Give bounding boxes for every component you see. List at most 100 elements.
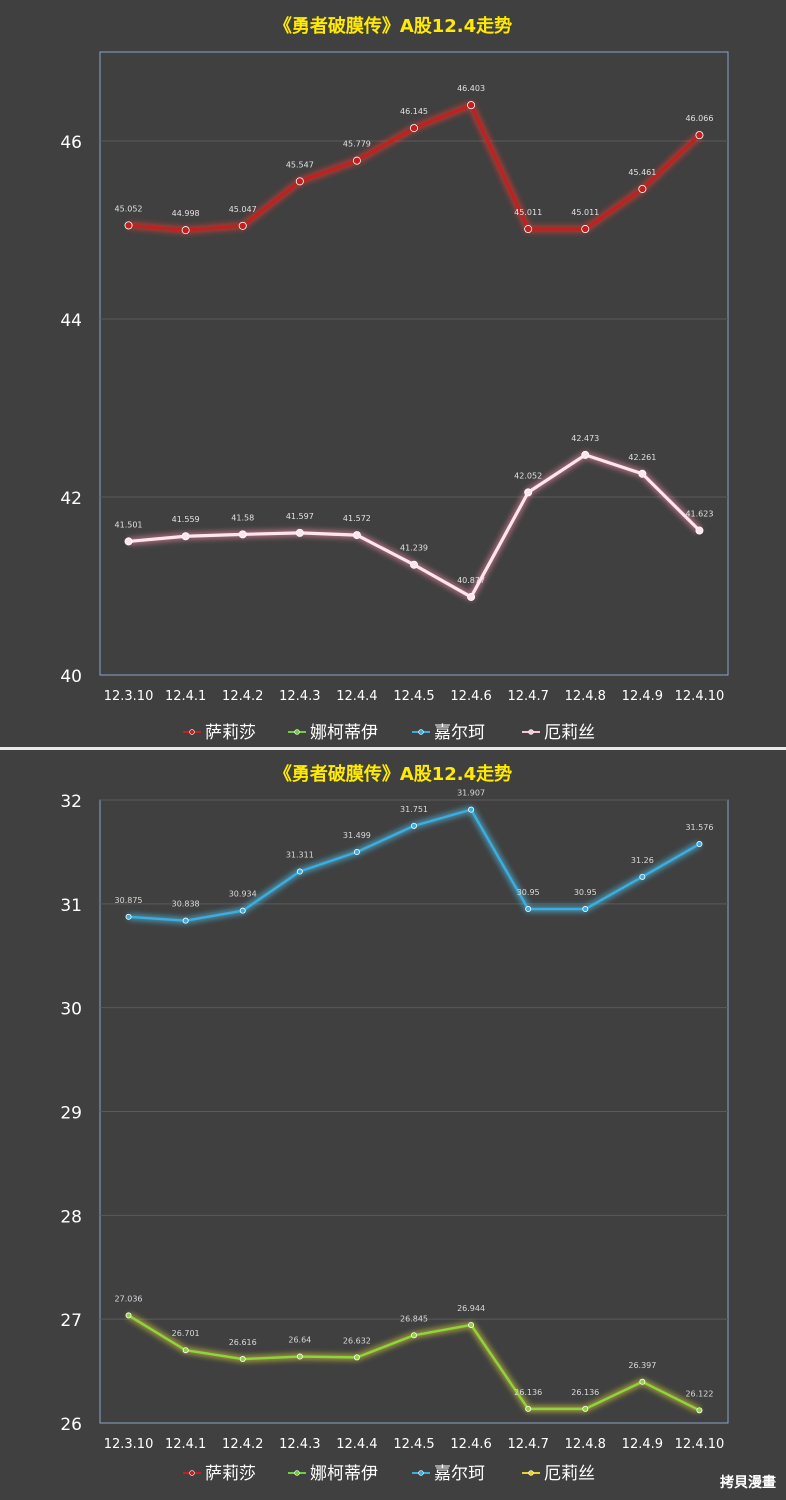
data-label: 31.311 bbox=[286, 851, 314, 860]
data-point bbox=[696, 841, 703, 848]
chart-title: 《勇者破膜传》A股12.4走势 bbox=[274, 763, 512, 785]
x-tick-label: 12.3.10 bbox=[104, 689, 154, 704]
data-point bbox=[639, 873, 646, 880]
data-label: 26.701 bbox=[172, 1329, 200, 1338]
data-label: 44.998 bbox=[172, 209, 200, 218]
legend-label: 萨莉莎 bbox=[205, 1464, 256, 1484]
data-point bbox=[582, 906, 589, 913]
data-label: 26.136 bbox=[514, 1388, 542, 1397]
data-label: 45.047 bbox=[229, 205, 257, 214]
data-point bbox=[581, 450, 590, 459]
x-tick-label: 12.4.3 bbox=[279, 689, 320, 704]
data-label: 45.011 bbox=[514, 208, 542, 217]
data-label: 26.64 bbox=[288, 1336, 311, 1345]
data-label: 41.559 bbox=[172, 515, 200, 524]
data-point bbox=[409, 124, 418, 133]
data-point bbox=[410, 822, 417, 829]
x-tick-label: 12.4.9 bbox=[622, 689, 663, 704]
series-glow bbox=[128, 101, 702, 234]
y-tick-label: 44 bbox=[60, 311, 82, 331]
data-point bbox=[239, 907, 246, 914]
legend-label: 娜柯蒂伊 bbox=[310, 1464, 378, 1484]
data-label: 41.239 bbox=[400, 544, 428, 553]
series-2: 41.501 41.559 41.58 41.597 41.572 41.239 40.87… bbox=[115, 434, 713, 601]
data-label: 31.499 bbox=[343, 831, 371, 840]
data-point bbox=[353, 849, 360, 856]
x-tick-label: 12.4.9 bbox=[622, 1437, 663, 1452]
legend-marker bbox=[528, 1470, 534, 1476]
data-label: 31.751 bbox=[400, 805, 428, 814]
data-label: 45.011 bbox=[571, 208, 599, 217]
data-point bbox=[181, 226, 190, 235]
x-tick-label: 12.4.10 bbox=[675, 1437, 725, 1452]
data-point bbox=[125, 1312, 132, 1319]
data-point bbox=[468, 806, 475, 813]
data-label: 30.934 bbox=[229, 890, 257, 899]
y-tick-label: 46 bbox=[60, 133, 82, 153]
data-point bbox=[182, 1347, 189, 1354]
data-label: 26.136 bbox=[571, 1388, 599, 1397]
data-label: 42.261 bbox=[628, 453, 656, 462]
data-label: 46.403 bbox=[457, 84, 485, 93]
x-tick-label: 12.4.1 bbox=[165, 689, 206, 704]
x-tick-label: 12.4.6 bbox=[450, 689, 491, 704]
data-label: 26.845 bbox=[400, 1314, 428, 1323]
legend-label: 厄莉丝 bbox=[544, 723, 595, 743]
data-point bbox=[409, 560, 418, 569]
legend-marker bbox=[528, 729, 534, 735]
x-tick-label: 12.4.2 bbox=[222, 689, 263, 704]
x-tick-label: 12.4.3 bbox=[279, 1437, 320, 1452]
data-point bbox=[639, 1378, 646, 1385]
legend-marker bbox=[418, 729, 424, 735]
x-tick-label: 12.4.8 bbox=[565, 1437, 606, 1452]
legend-marker bbox=[189, 729, 195, 735]
data-label: 45.779 bbox=[343, 140, 371, 149]
y-tick-label: 42 bbox=[60, 489, 82, 509]
data-label: 45.461 bbox=[628, 168, 656, 177]
data-label: 41.597 bbox=[286, 512, 314, 521]
x-tick-label: 12.4.10 bbox=[675, 689, 725, 704]
data-point bbox=[239, 1356, 246, 1363]
data-point bbox=[525, 1405, 532, 1412]
data-point bbox=[638, 469, 647, 478]
legend-label: 厄莉丝 bbox=[544, 1464, 595, 1484]
chart-bottom-svg: 《勇者破膜传》A股12.4走势 26 27 28 29 30 31 32 12.3.10 12.4… bbox=[60, 763, 729, 1484]
x-tick-label: 12.4.4 bbox=[336, 1437, 377, 1452]
chart-top: 《勇者破膜传》A股12.4走势 40 42 44 46 12.3.10 12.4.1 12.4… bbox=[0, 0, 786, 748]
x-tick-label: 12.4.1 bbox=[165, 1437, 206, 1452]
data-point bbox=[352, 531, 361, 540]
y-tick-label: 31 bbox=[60, 896, 82, 916]
data-point bbox=[352, 156, 361, 165]
legend-label: 嘉尔珂 bbox=[434, 1464, 485, 1484]
legend-marker bbox=[189, 1470, 195, 1476]
data-point bbox=[125, 913, 132, 920]
data-point bbox=[524, 488, 533, 497]
data-label: 41.623 bbox=[685, 510, 713, 519]
data-label: 45.052 bbox=[115, 204, 143, 213]
x-tick-label: 12.3.10 bbox=[104, 1437, 154, 1452]
data-point bbox=[410, 1332, 417, 1339]
data-point bbox=[582, 1405, 589, 1412]
data-label: 46.145 bbox=[400, 107, 428, 116]
series-line bbox=[128, 453, 701, 599]
watermark-text: 拷貝漫畫 bbox=[720, 1475, 776, 1491]
legend-label: 娜柯蒂伊 bbox=[310, 723, 378, 743]
legend-marker bbox=[294, 729, 300, 735]
data-point bbox=[467, 592, 476, 601]
data-point bbox=[695, 131, 704, 140]
y-tick-label: 32 bbox=[60, 792, 82, 812]
data-point bbox=[696, 1407, 703, 1414]
data-label: 41.501 bbox=[115, 520, 143, 529]
data-label: 26.616 bbox=[229, 1338, 257, 1347]
x-tick-label: 12.4.5 bbox=[393, 1437, 434, 1452]
y-tick-label: 30 bbox=[60, 1000, 82, 1020]
data-label: 30.838 bbox=[172, 900, 200, 909]
plot-area bbox=[99, 51, 729, 676]
series-2: 27.036 26.701 26.616 26.64 26.632 26.845 26.94… bbox=[115, 1294, 713, 1414]
chart-title: 《勇者破膜传》A股12.4走势 bbox=[274, 15, 512, 37]
data-point bbox=[296, 1353, 303, 1360]
data-point bbox=[124, 537, 133, 546]
series-line bbox=[127, 1314, 700, 1412]
data-label: 31.576 bbox=[685, 823, 713, 832]
legend-marker bbox=[418, 1470, 424, 1476]
